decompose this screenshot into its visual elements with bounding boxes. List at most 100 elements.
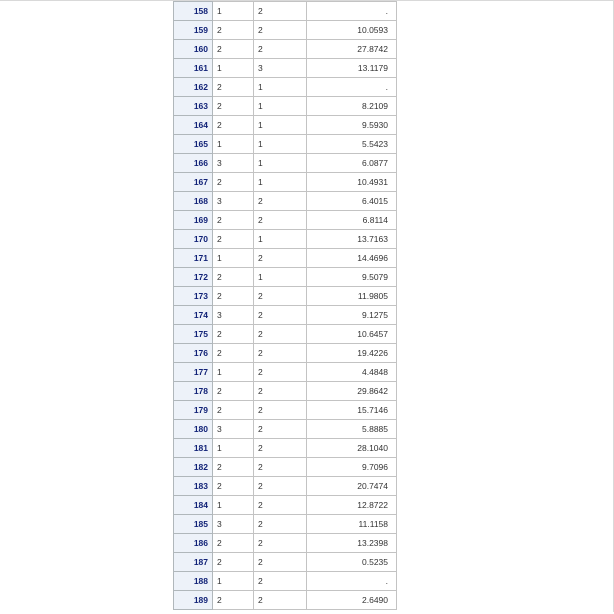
table-cell: 28.1040 bbox=[306, 438, 397, 458]
table-cell: . bbox=[306, 571, 397, 591]
table-cell: 2 bbox=[253, 210, 307, 230]
obs-cell: 177 bbox=[173, 362, 213, 382]
table-cell: 2 bbox=[253, 514, 307, 534]
obs-cell: 168 bbox=[173, 191, 213, 211]
table-row: 186 2 2 13.2398 bbox=[173, 533, 397, 553]
obs-cell: 161 bbox=[173, 58, 213, 78]
data-table: 158 1 2. 159 2 2 10.0593 160 2 2 27.8742 161 1 3 13.11… bbox=[173, 1, 397, 610]
table-cell: 2 bbox=[212, 552, 254, 572]
table-cell: 13.7163 bbox=[306, 229, 397, 249]
obs-cell: 178 bbox=[173, 381, 213, 401]
table-row: 187 2 2 0.5235 bbox=[173, 552, 397, 572]
table-cell: 8.2109 bbox=[306, 96, 397, 116]
table-row: 171 1 2 14.4696 bbox=[173, 248, 397, 268]
table-cell: 2 bbox=[253, 476, 307, 496]
table-row: 167 2 1 10.4931 bbox=[173, 172, 397, 192]
obs-cell: 171 bbox=[173, 248, 213, 268]
table-row: 162 2 1. bbox=[173, 77, 397, 97]
table-cell: 10.6457 bbox=[306, 324, 397, 344]
table-row: 181 1 2 28.1040 bbox=[173, 438, 397, 458]
table-cell: 2 bbox=[253, 438, 307, 458]
obs-cell: 160 bbox=[173, 39, 213, 59]
table-cell: 3 bbox=[212, 153, 254, 173]
table-cell: 1 bbox=[253, 172, 307, 192]
table-cell: 2 bbox=[253, 457, 307, 477]
table-cell: 2.6490 bbox=[306, 590, 397, 610]
table-row: 173 2 2 11.9805 bbox=[173, 286, 397, 306]
table-cell: 1 bbox=[212, 58, 254, 78]
table-cell: 3 bbox=[212, 191, 254, 211]
obs-cell: 175 bbox=[173, 324, 213, 344]
table-row: 159 2 2 10.0593 bbox=[173, 20, 397, 40]
obs-cell: 174 bbox=[173, 305, 213, 325]
obs-cell: 176 bbox=[173, 343, 213, 363]
table-cell: 2 bbox=[212, 267, 254, 287]
obs-cell: 188 bbox=[173, 571, 213, 591]
obs-cell: 183 bbox=[173, 476, 213, 496]
table-cell: 11.9805 bbox=[306, 286, 397, 306]
table-cell: 2 bbox=[253, 1, 307, 21]
table-cell: 1 bbox=[253, 153, 307, 173]
obs-cell: 172 bbox=[173, 267, 213, 287]
table-cell: 2 bbox=[212, 286, 254, 306]
table-row: 185 3 2 11.1158 bbox=[173, 514, 397, 534]
obs-cell: 158 bbox=[173, 1, 213, 21]
table-row: 184 1 2 12.8722 bbox=[173, 495, 397, 515]
table-row: 172 2 1 9.5079 bbox=[173, 267, 397, 287]
table-cell: 2 bbox=[212, 324, 254, 344]
table-cell: 3 bbox=[212, 514, 254, 534]
table-cell: 1 bbox=[212, 438, 254, 458]
table-row: 169 2 2 6.8114 bbox=[173, 210, 397, 230]
table-row: 183 2 2 20.7474 bbox=[173, 476, 397, 496]
table-row: 161 1 3 13.1179 bbox=[173, 58, 397, 78]
table-cell: 19.4226 bbox=[306, 343, 397, 363]
table-cell: 2 bbox=[212, 96, 254, 116]
obs-cell: 184 bbox=[173, 495, 213, 515]
table-row: 164 2 1 9.5930 bbox=[173, 115, 397, 135]
obs-cell: 186 bbox=[173, 533, 213, 553]
table-cell: 15.7146 bbox=[306, 400, 397, 420]
table-cell: 27.8742 bbox=[306, 39, 397, 59]
table-cell: 6.8114 bbox=[306, 210, 397, 230]
table-cell: 10.0593 bbox=[306, 20, 397, 40]
table-cell: 1 bbox=[253, 96, 307, 116]
obs-cell: 164 bbox=[173, 115, 213, 135]
table-cell: 20.7474 bbox=[306, 476, 397, 496]
obs-cell: 170 bbox=[173, 229, 213, 249]
table-cell: 9.1275 bbox=[306, 305, 397, 325]
table-cell: 11.1158 bbox=[306, 514, 397, 534]
obs-cell: 166 bbox=[173, 153, 213, 173]
table-cell: 1 bbox=[253, 267, 307, 287]
table-cell: 12.8722 bbox=[306, 495, 397, 515]
table-cell: 2 bbox=[253, 533, 307, 553]
table-cell: 2 bbox=[253, 362, 307, 382]
table-cell: 3 bbox=[212, 305, 254, 325]
table-cell: 2 bbox=[212, 381, 254, 401]
obs-cell: 173 bbox=[173, 286, 213, 306]
table-cell: 2 bbox=[253, 381, 307, 401]
table-cell: 3 bbox=[253, 58, 307, 78]
obs-cell: 187 bbox=[173, 552, 213, 572]
table-cell: 1 bbox=[212, 495, 254, 515]
table-cell: 9.5079 bbox=[306, 267, 397, 287]
table-cell: 2 bbox=[212, 210, 254, 230]
table-cell: 2 bbox=[253, 305, 307, 325]
table-cell: 5.8885 bbox=[306, 419, 397, 439]
table-cell: 0.5235 bbox=[306, 552, 397, 572]
table-cell: 1 bbox=[253, 77, 307, 97]
obs-cell: 180 bbox=[173, 419, 213, 439]
table-row: 175 2 2 10.6457 bbox=[173, 324, 397, 344]
table-cell: 2 bbox=[253, 571, 307, 591]
table-cell: 2 bbox=[253, 400, 307, 420]
table-cell: 1 bbox=[253, 134, 307, 154]
table-cell: 2 bbox=[253, 324, 307, 344]
obs-cell: 181 bbox=[173, 438, 213, 458]
table-row: 163 2 1 8.2109 bbox=[173, 96, 397, 116]
obs-cell: 185 bbox=[173, 514, 213, 534]
table-cell: 1 bbox=[212, 571, 254, 591]
table-cell: 9.7096 bbox=[306, 457, 397, 477]
obs-cell: 169 bbox=[173, 210, 213, 230]
table-cell: 6.0877 bbox=[306, 153, 397, 173]
table-row: 182 2 2 9.7096 bbox=[173, 457, 397, 477]
